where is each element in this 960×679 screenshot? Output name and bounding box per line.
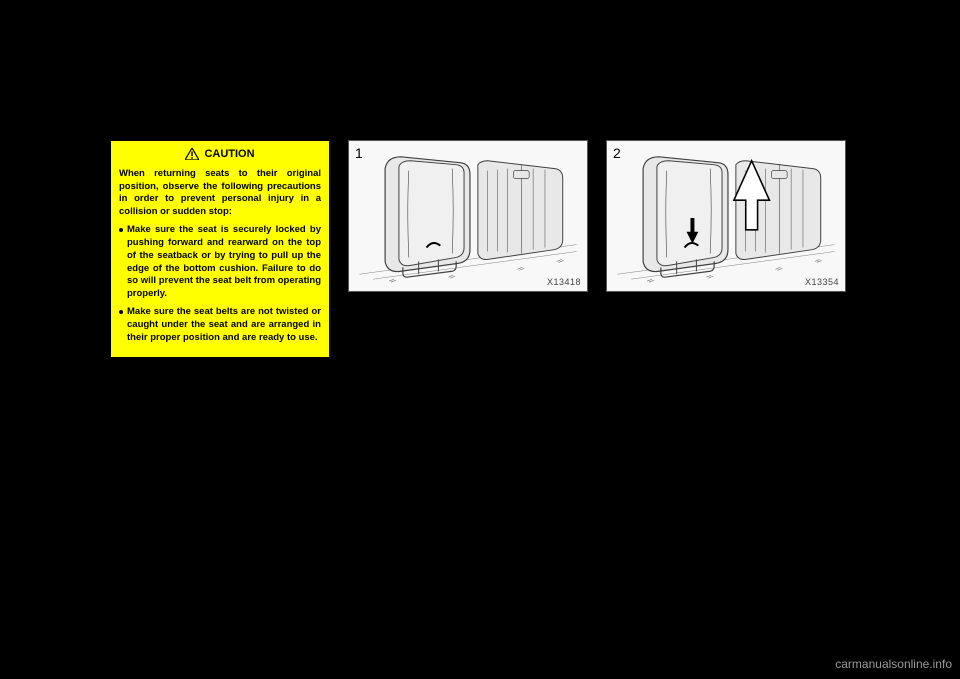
figure-code: X13354: [805, 277, 839, 287]
caution-item: Make sure the seat is securely locked by…: [119, 224, 321, 301]
figure-code: X13418: [547, 277, 581, 287]
caution-item: Make sure the seat belts are not twisted…: [119, 306, 321, 344]
caution-list: Make sure the seat is securely locked by…: [119, 224, 321, 344]
caution-title-text: CAUTION: [204, 147, 254, 162]
seat-illustration: [607, 141, 845, 291]
figure-column: 1 X13418: [348, 140, 588, 358]
caution-title: CAUTION: [119, 147, 321, 162]
seat-left: [643, 157, 728, 277]
caution-box: CAUTION When returning seats to their or…: [110, 140, 330, 358]
columns: CAUTION When returning seats to their or…: [110, 140, 850, 358]
caution-lead: When returning seats to their original p…: [119, 168, 321, 219]
watermark: carmanualsonline.info: [835, 657, 952, 671]
seat-illustration: [349, 141, 587, 291]
figure-1: 1 X13418: [348, 140, 588, 292]
figure-2: 2 X13354: [606, 140, 846, 292]
manual-page: CAUTION When returning seats to their or…: [110, 140, 850, 512]
figure-number: 1: [355, 145, 363, 161]
seat-left: [385, 157, 470, 277]
figure-column: 2 X13354: [606, 140, 846, 358]
warning-icon: [185, 148, 199, 160]
figure-number: 2: [613, 145, 621, 161]
seat-right: [478, 161, 563, 260]
